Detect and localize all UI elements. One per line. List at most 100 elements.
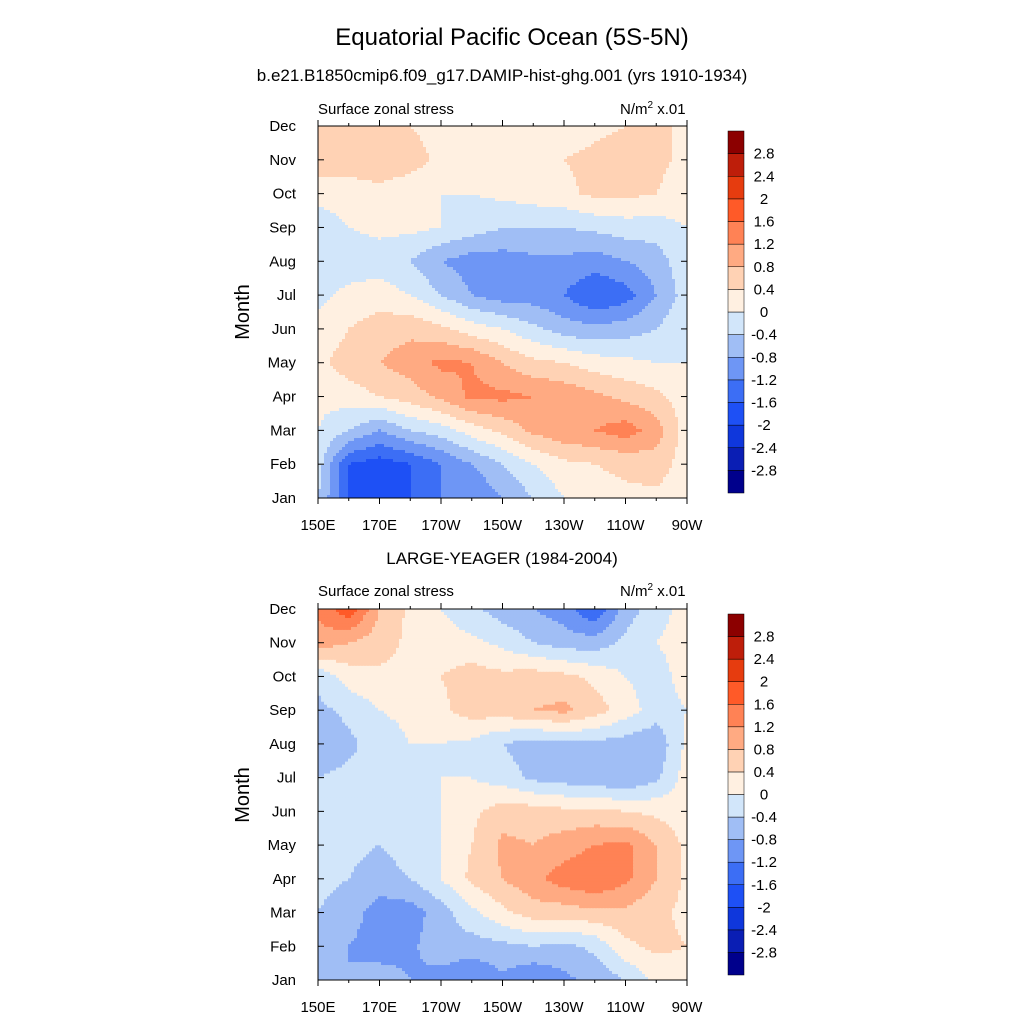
contour-cell: [471, 165, 475, 169]
contour-cell: [561, 150, 565, 154]
contour-cell: [642, 171, 646, 175]
contour-cell: [318, 153, 322, 157]
contour-cell: [528, 150, 532, 154]
contour-cell: [348, 159, 352, 163]
contour-cell: [513, 174, 517, 178]
contour-cell: [639, 189, 643, 193]
contour-cell: [648, 153, 652, 157]
contour-cell: [426, 159, 430, 163]
contour-cell: [615, 147, 619, 151]
contour-cell: [420, 177, 424, 181]
contour-cell: [522, 195, 526, 199]
contour-cell: [501, 180, 505, 184]
contour-cell: [648, 138, 652, 142]
contour-cell: [519, 135, 523, 139]
contour-cell: [336, 189, 340, 193]
contour-cell: [336, 129, 340, 133]
contour-cell: [621, 159, 625, 163]
contour-cell: [351, 126, 355, 130]
contour-cell: [333, 153, 337, 157]
contour-cell: [369, 141, 373, 145]
contour-cell: [642, 195, 646, 199]
contour-cell: [651, 168, 655, 172]
contour-cell: [624, 177, 628, 181]
contour-cell: [372, 141, 376, 145]
contour-cell: [387, 135, 391, 139]
contour-cell: [450, 159, 454, 163]
contour-cell: [624, 126, 628, 130]
contour-cell: [501, 174, 505, 178]
contour-cell: [561, 153, 565, 157]
contour-cell: [594, 126, 598, 130]
contour-cell: [669, 174, 673, 178]
contour-cell: [618, 171, 622, 175]
contour-cell: [540, 144, 544, 148]
contour-cell: [597, 129, 601, 133]
contour-cell: [507, 171, 511, 175]
contour-cell: [318, 177, 322, 181]
contour-cell: [510, 186, 514, 190]
contour-cell: [591, 138, 595, 142]
contour-cell: [336, 192, 340, 196]
contour-cell: [576, 156, 580, 160]
contour-cell: [645, 183, 649, 187]
contour-cell: [501, 153, 505, 157]
contour-cell: [426, 195, 430, 199]
contour-cell: [423, 156, 427, 160]
contour-cell: [591, 189, 595, 193]
contour-cell: [510, 189, 514, 193]
contour-cell: [456, 195, 460, 199]
contour-cell: [354, 183, 358, 187]
contour-cell: [606, 162, 610, 166]
contour-cell: [558, 165, 562, 169]
contour-cell: [579, 174, 583, 178]
contour-cell: [570, 168, 574, 172]
contour-cell: [624, 159, 628, 163]
contour-cell: [447, 126, 451, 130]
contour-cell: [318, 147, 322, 151]
contour-cell: [405, 138, 409, 142]
contour-cell: [627, 144, 631, 148]
contour-cell: [462, 129, 466, 133]
contour-cell: [477, 174, 481, 178]
contour-cell: [378, 198, 382, 202]
contour-cell: [663, 174, 667, 178]
contour-cell: [678, 147, 682, 151]
contour-cell: [624, 156, 628, 160]
contour-cell: [549, 180, 553, 184]
contour-cell: [498, 174, 502, 178]
contour-cell: [318, 174, 322, 178]
contour-cell: [591, 141, 595, 145]
contour-cell: [600, 171, 604, 175]
contour-cell: [408, 192, 412, 196]
contour-cell: [654, 144, 658, 148]
contour-cell: [681, 153, 685, 157]
contour-cell: [522, 162, 526, 166]
contour-cell: [633, 150, 637, 154]
contour-cell: [366, 189, 370, 193]
contour-cell: [333, 198, 337, 202]
contour-cell: [408, 162, 412, 166]
contour-cell: [378, 168, 382, 172]
contour-cell: [609, 153, 613, 157]
contour-cell: [324, 192, 328, 196]
contour-cell: [612, 159, 616, 163]
contour-cell: [333, 144, 337, 148]
contour-cell: [525, 156, 529, 160]
contour-cell: [591, 126, 595, 130]
contour-cell: [498, 129, 502, 133]
contour-cell: [372, 186, 376, 190]
contour-cell: [444, 192, 448, 196]
contour-cell: [681, 144, 685, 148]
contour-cell: [672, 189, 676, 193]
contour-cell: [345, 174, 349, 178]
contour-cell: [342, 126, 346, 130]
contour-cell: [354, 144, 358, 148]
contour-cell: [330, 156, 334, 160]
contour-cell: [441, 132, 445, 136]
contour-cell: [555, 189, 559, 193]
contour-cell: [336, 138, 340, 142]
contour-cell: [612, 189, 616, 193]
contour-cell: [369, 147, 373, 151]
contour-cell: [420, 150, 424, 154]
